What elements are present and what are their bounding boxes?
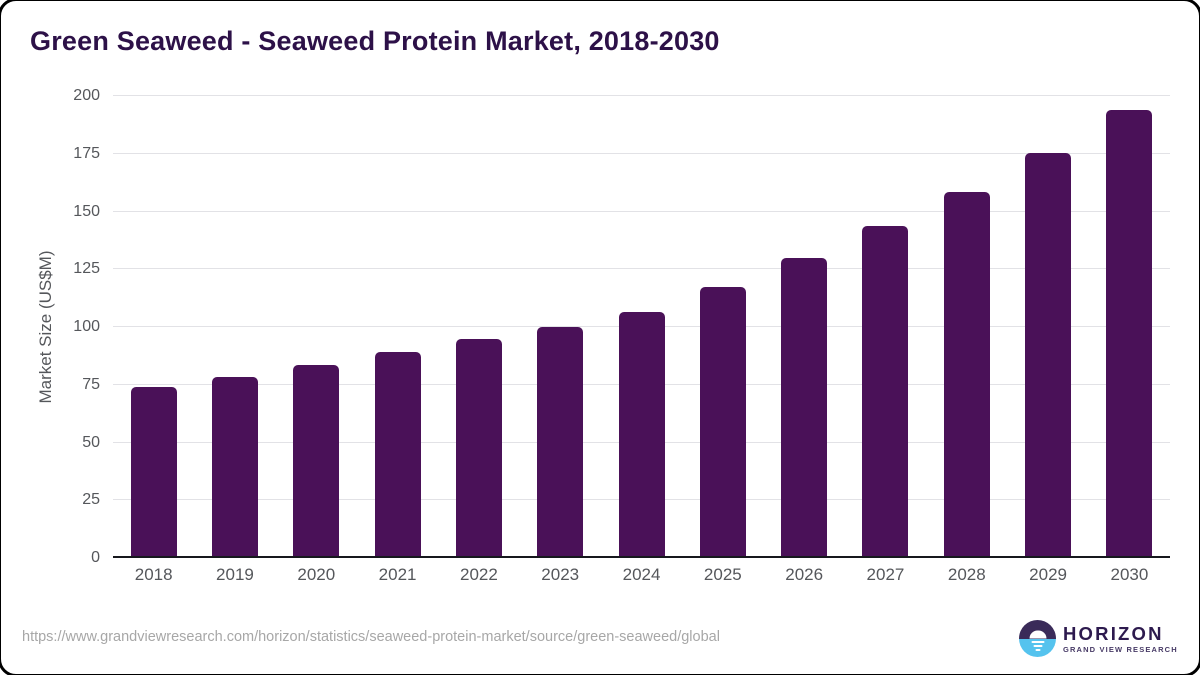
bar-slot-2024 [601, 96, 682, 556]
logo-sky-half [1019, 620, 1056, 639]
x-tick-label-2025: 2025 [703, 565, 742, 584]
y-tick-label-0: 0 [91, 549, 100, 566]
x-tick-label-2020: 2020 [297, 565, 336, 584]
y-tick-label-50: 50 [82, 433, 100, 451]
bar-2027 [862, 226, 909, 556]
x-tick-label-2028: 2028 [947, 565, 986, 584]
bars-row [113, 96, 1170, 556]
bar-2020 [293, 364, 340, 556]
bar-slot-2018 [113, 96, 194, 556]
bar-slot-2019 [194, 96, 275, 556]
bar-2021 [374, 352, 421, 556]
logo-text-block: HORIZON GRAND VIEW RESEARCH [1063, 624, 1178, 654]
y-tick-label-25: 25 [82, 491, 100, 509]
bar-2025 [699, 286, 746, 556]
horizon-sun-over-water-icon [1019, 620, 1056, 657]
x-tick-label-2030: 2030 [1110, 565, 1149, 584]
logo-wordmark: HORIZON [1063, 622, 1164, 644]
gridline-150 [113, 210, 1170, 212]
x-tick-label-2029: 2029 [1029, 565, 1067, 584]
logo-tagline: GRAND VIEW RESEARCH [1063, 644, 1178, 654]
bar-2028 [943, 191, 990, 556]
bar-2022 [455, 339, 502, 556]
y-tick-label-150: 150 [73, 202, 100, 220]
bar-2024 [618, 311, 665, 556]
x-tick-label-2021: 2021 [378, 565, 417, 584]
bar-2019 [211, 376, 258, 556]
y-tick-label-75: 75 [82, 375, 100, 393]
x-tick-label-2026: 2026 [785, 565, 824, 584]
bar-2023 [537, 326, 584, 556]
x-tick-label-2023: 2023 [541, 565, 580, 584]
logo-sun-shape [1029, 630, 1046, 639]
bar-2029 [1025, 152, 1072, 556]
x-tick-label-2024: 2024 [622, 565, 661, 584]
gridline-125 [113, 268, 1170, 270]
bar-slot-2023 [520, 96, 601, 556]
y-tick-label-200: 200 [73, 87, 100, 104]
x-tick-label-2027: 2027 [866, 565, 905, 584]
y-tick-label-100: 100 [73, 318, 100, 335]
bar-slot-2021 [357, 96, 438, 556]
source-url: https://www.grandviewresearch.com/horizo… [22, 629, 720, 645]
y-axis-tick-labels: 0 25 50 75 100 125 150 175 200 [0, 87, 100, 566]
horizon-logo: HORIZON GRAND VIEW RESEARCH [1019, 620, 1178, 657]
logo-water-half [1019, 638, 1056, 657]
bar-slot-2020 [276, 96, 357, 556]
logo-wave-line [1033, 645, 1042, 647]
bar-slot-2027 [845, 96, 926, 556]
x-tick-label-2018: 2018 [134, 565, 173, 584]
x-axis-tick-labels: 2018 2019 2020 2021 2022 2023 2024 2025 2026 2027… [113, 564, 1170, 586]
gridline-200 [113, 95, 1170, 96]
bar-slot-2022 [438, 96, 519, 556]
chart-title: Green Seaweed - Seaweed Protein Market, … [30, 26, 720, 56]
bar-2018 [130, 386, 177, 556]
bar-slot-2028 [926, 96, 1007, 556]
bar-2026 [781, 257, 828, 556]
y-tick-label-125: 125 [73, 260, 100, 278]
y-tick-label-175: 175 [73, 144, 100, 162]
bar-slot-2030 [1089, 96, 1170, 556]
x-tick-label-2022: 2022 [459, 565, 498, 584]
logo-wave-line [1035, 649, 1040, 651]
bar-slot-2025 [682, 96, 763, 556]
logo-wave-line [1031, 641, 1044, 643]
bar-slot-2026 [764, 96, 845, 556]
plot-area [113, 95, 1170, 558]
gridline-175 [113, 152, 1170, 154]
x-tick-label-2019: 2019 [216, 565, 254, 584]
bar-2030 [1106, 110, 1153, 556]
bar-slot-2029 [1007, 96, 1088, 556]
